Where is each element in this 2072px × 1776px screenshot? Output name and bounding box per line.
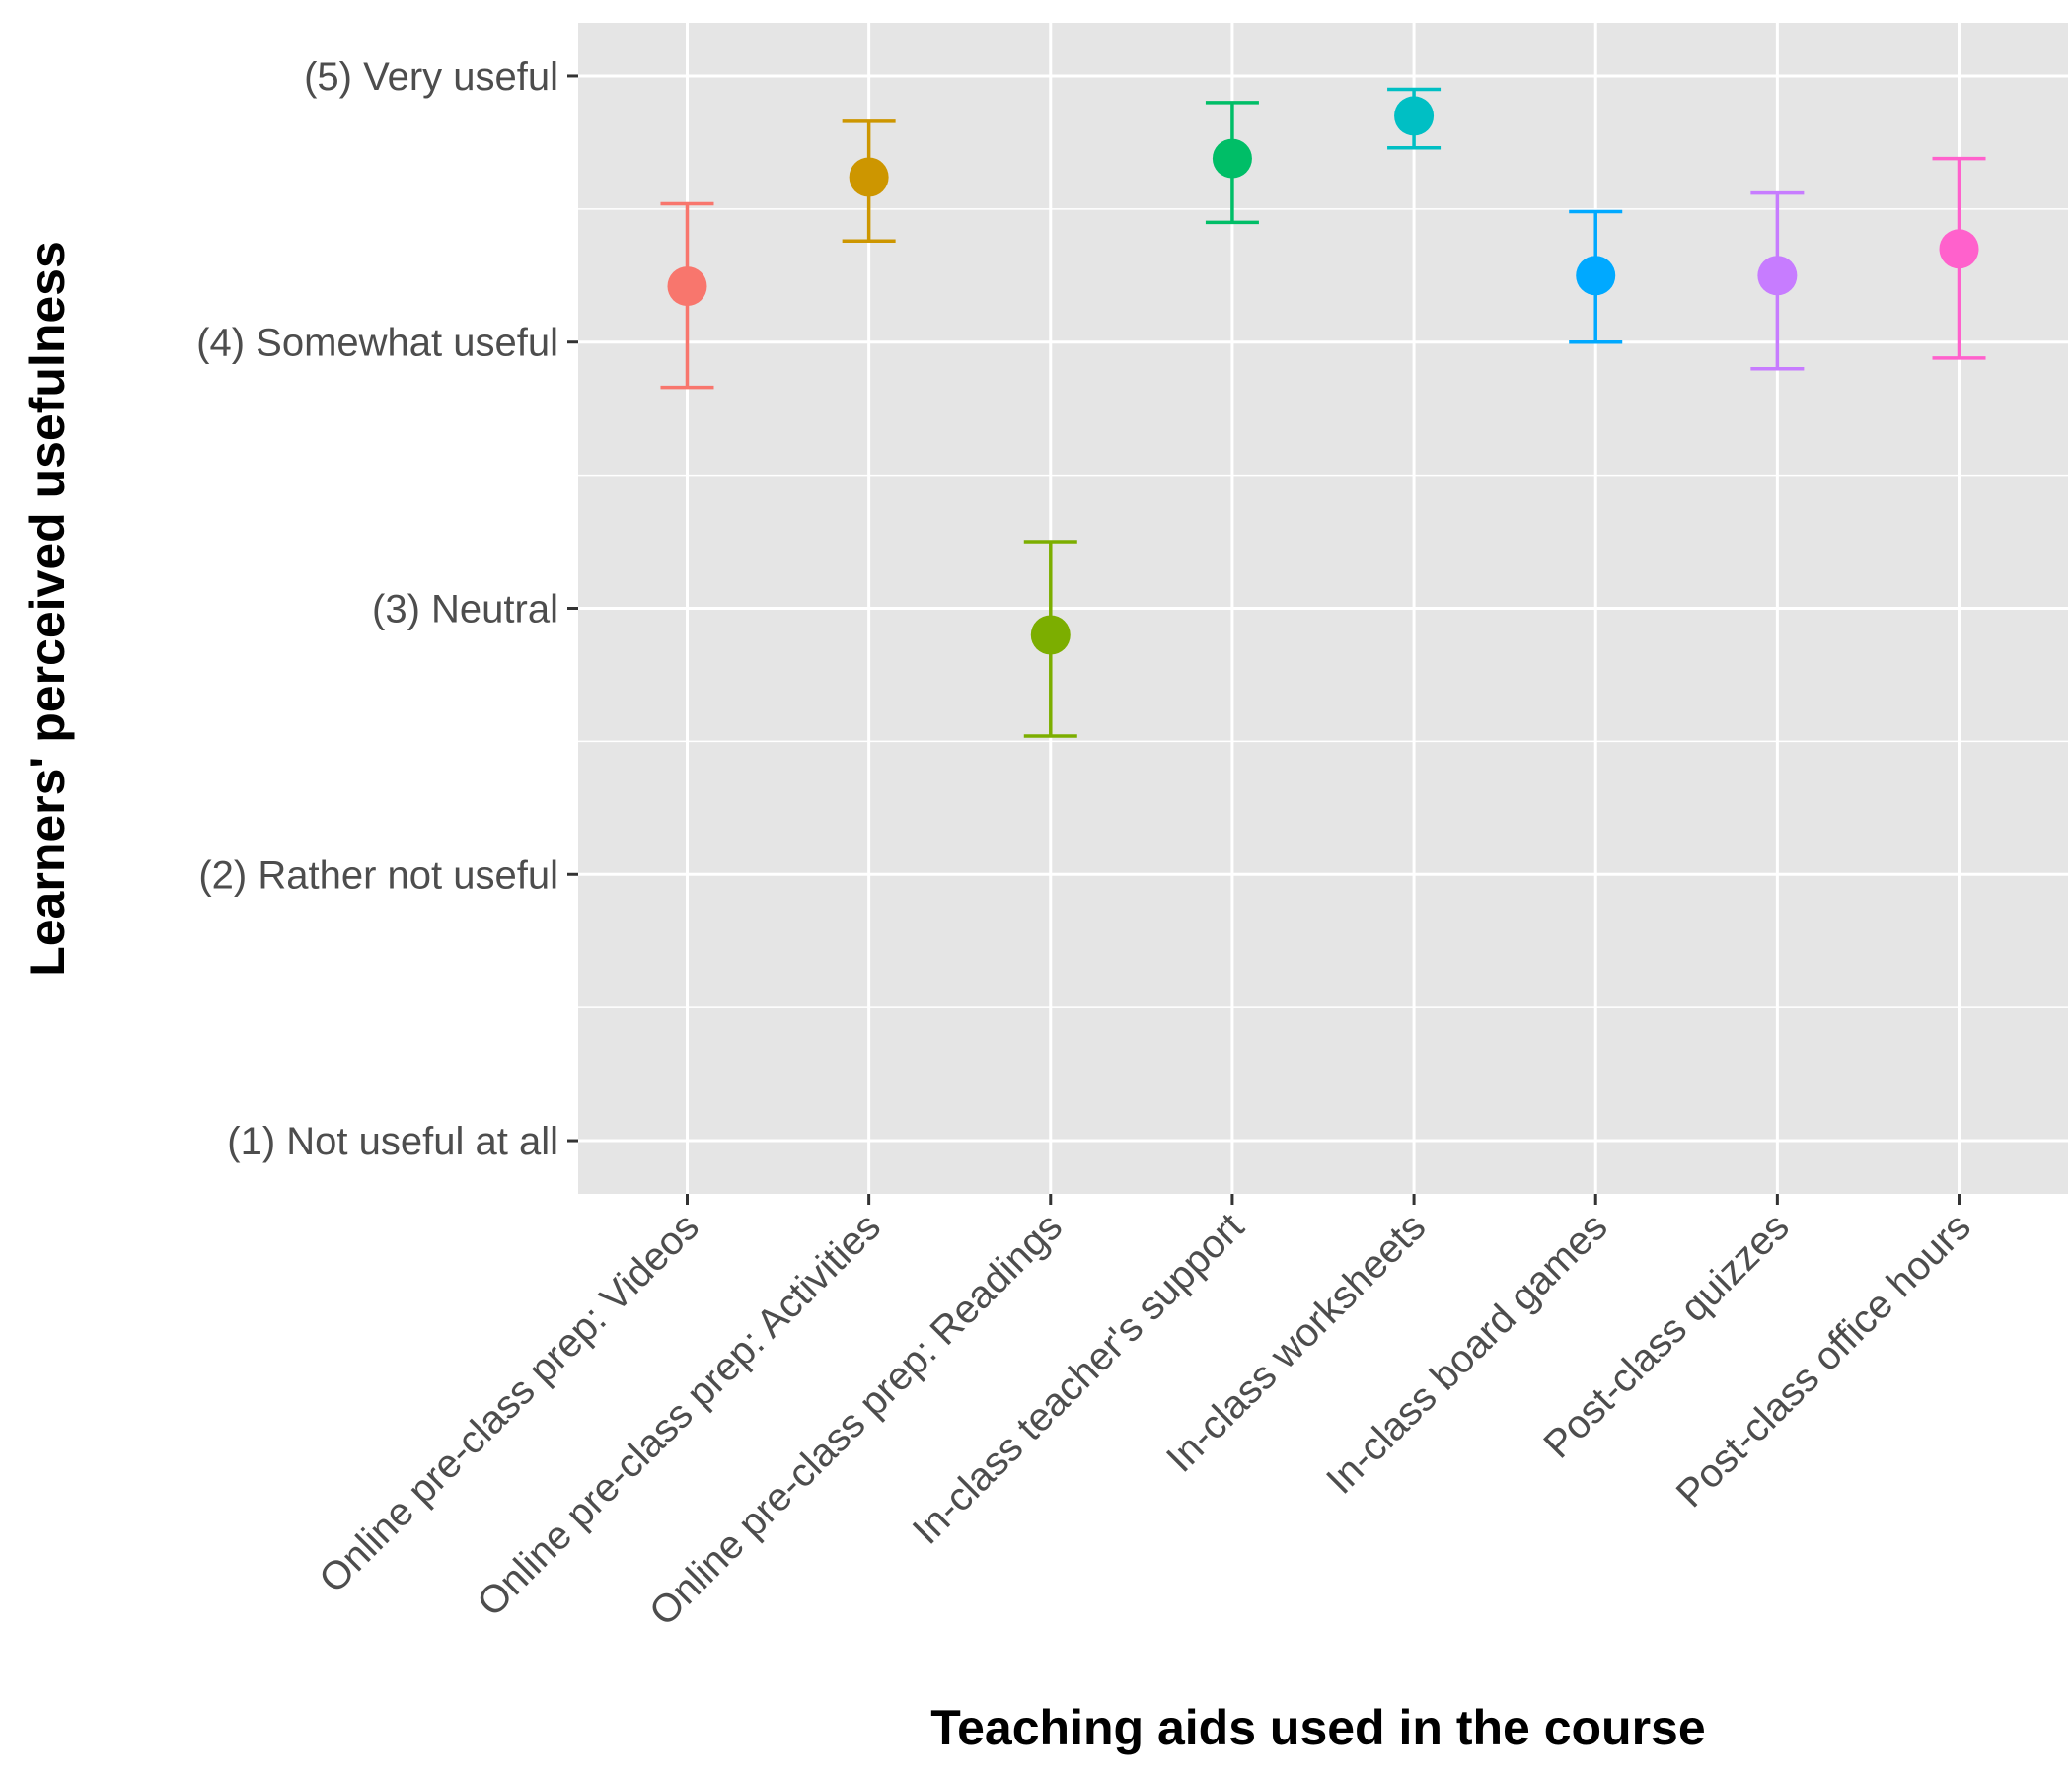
x-tick-label: In-class teacher's support <box>905 1205 1253 1553</box>
data-point <box>1212 138 1252 179</box>
data-point <box>667 266 707 307</box>
y-tick-label: (1) Not useful at all <box>227 1120 558 1163</box>
y-tick-label: (4) Somewhat useful <box>196 322 558 365</box>
data-point <box>1394 96 1435 136</box>
x-tick-label: Online pre-class prep: Activities <box>469 1205 889 1625</box>
y-tick-label: (5) Very useful <box>304 55 558 99</box>
y-axis: (1) Not useful at all (2) Rather not usef… <box>196 55 578 1163</box>
data-point <box>1939 229 1979 269</box>
x-tick-label: Online pre-class prep: Videos <box>311 1205 707 1601</box>
y-tick-label: (3) Neutral <box>372 588 558 631</box>
data-marks <box>660 87 1986 738</box>
data-point <box>1576 256 1616 296</box>
data-point <box>849 157 889 197</box>
minor-gridlines <box>578 208 2068 1008</box>
data-point <box>1757 256 1798 296</box>
y-axis-title: Learners' perceived usefulness <box>20 241 75 977</box>
data-point <box>1030 615 1071 655</box>
y-tick-label: (2) Rather not useful <box>198 853 558 897</box>
x-axis-title: Teaching aids used in the course <box>930 1700 1705 1755</box>
x-tick-label: Post-class office hours <box>1668 1205 1979 1516</box>
